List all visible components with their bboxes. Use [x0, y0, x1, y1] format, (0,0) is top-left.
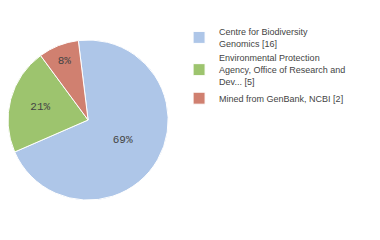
svg-text:Mined from GenBank, NCBI [2]: Mined from GenBank, NCBI [2] [219, 94, 343, 104]
svg-text:Centre for BiodiversityGenomic: Centre for BiodiversityGenomics [16] [219, 27, 308, 49]
svg-text:21%: 21% [30, 101, 50, 113]
svg-text:69%: 69% [113, 134, 133, 146]
svg-text:Environmental ProtectionAgency: Environmental ProtectionAgency, Office o… [219, 53, 345, 86]
svg-text:8%: 8% [58, 55, 72, 67]
